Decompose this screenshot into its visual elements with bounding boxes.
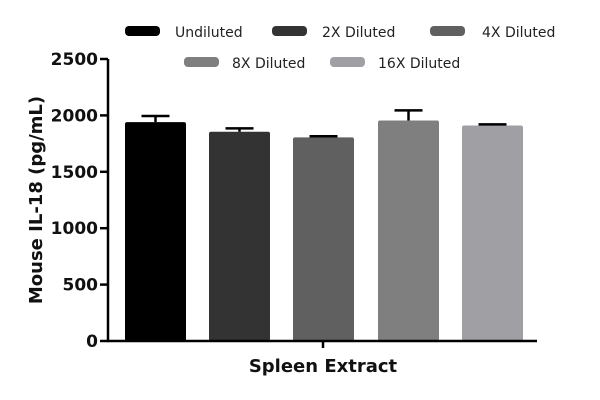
bar-8x-diluted bbox=[378, 120, 439, 341]
bar-undiluted bbox=[125, 122, 186, 341]
y-tick-label: 500 bbox=[63, 276, 99, 296]
bars bbox=[125, 109, 523, 341]
bar-2x-diluted bbox=[209, 131, 270, 341]
y-axis: 0 500 1000 1500 2000 2500 bbox=[51, 50, 110, 352]
y-tick-label: 1500 bbox=[51, 163, 98, 183]
y-tick-label: 2000 bbox=[51, 106, 98, 126]
legend-label: 16X Diluted bbox=[378, 56, 460, 72]
x-axis bbox=[107, 339, 537, 348]
y-tick-label: 0 bbox=[86, 332, 98, 352]
legend-label: Undiluted bbox=[175, 25, 243, 41]
legend-label: 4X Diluted bbox=[482, 25, 555, 41]
legend-item: 8X Diluted bbox=[184, 56, 305, 72]
legend-label: 8X Diluted bbox=[232, 56, 305, 72]
legend-swatch bbox=[330, 57, 365, 67]
legend-item: 4X Diluted bbox=[430, 25, 555, 41]
legend-swatch bbox=[184, 57, 219, 67]
x-axis-title: Spleen Extract bbox=[249, 356, 398, 377]
y-tick-label: 2500 bbox=[51, 50, 98, 70]
legend-item: 16X Diluted bbox=[330, 56, 460, 72]
legend-item: 2X Diluted bbox=[272, 25, 395, 41]
y-tick-label: 1000 bbox=[51, 219, 98, 239]
legend-label: 2X Diluted bbox=[322, 25, 395, 41]
legend-swatch bbox=[272, 26, 307, 36]
legend-swatch bbox=[430, 26, 465, 36]
legend-item: Undiluted bbox=[125, 25, 243, 41]
y-axis-title: Mouse IL-18 (pg/mL) bbox=[26, 96, 47, 304]
bar-16x-diluted bbox=[462, 125, 523, 341]
bar-4x-diluted bbox=[293, 137, 354, 341]
legend-swatch bbox=[125, 26, 160, 36]
legend: Undiluted 2X Diluted 4X Diluted 8X Diluted 1… bbox=[125, 25, 555, 72]
